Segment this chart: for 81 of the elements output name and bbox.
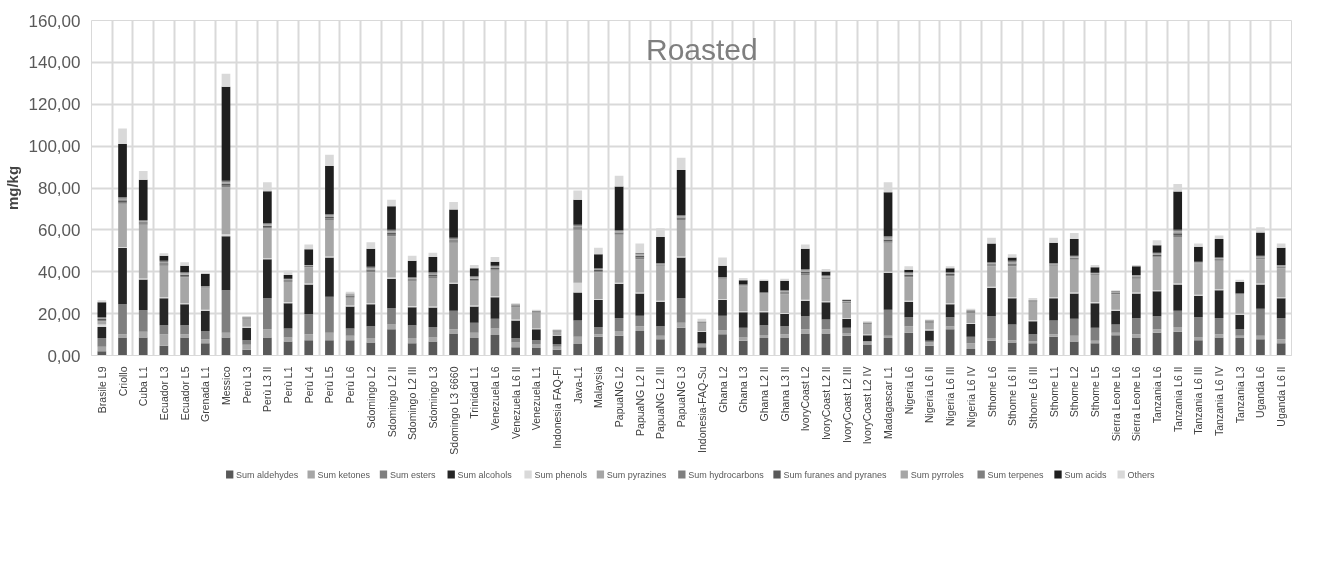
y-tick-label: 80,00 bbox=[37, 179, 81, 198]
x-tick-label: Sthome L1 bbox=[1047, 366, 1060, 418]
x-tick-label: PapuaNG L2 bbox=[613, 366, 626, 428]
legend-label: Sum terpenes bbox=[987, 469, 1045, 480]
x-tick-label: Venezuela L1 bbox=[530, 366, 543, 431]
x-tick-label: Brasile L9 bbox=[95, 366, 108, 414]
chart-title: Roasted bbox=[645, 32, 758, 66]
x-tick-label: Nigeria L6 bbox=[902, 366, 915, 415]
x-tick-label: Sthome L6 II bbox=[1006, 366, 1019, 427]
legend-label: Sum pyrroles bbox=[910, 469, 965, 480]
x-tick-label: Venezuela L6 II bbox=[509, 366, 522, 439]
x-tick-label: Tanzania L6 IV bbox=[1213, 366, 1226, 436]
x-tick-label: Nigeria L6 II bbox=[923, 366, 936, 424]
legend-label: Sum aldehydes bbox=[236, 469, 299, 480]
x-tick-label: Sthome L6 III bbox=[1026, 366, 1039, 429]
x-tick-label: PapuaNG L2 III bbox=[654, 366, 667, 439]
x-tick-label: Uganda L6 bbox=[1254, 366, 1267, 418]
x-tick-label: Perù L1 bbox=[282, 366, 295, 404]
x-tick-label: IvoryCoast L2 III bbox=[840, 366, 853, 443]
x-tick-label: Grenada L1 bbox=[199, 366, 212, 422]
x-tick-label: Perù L5 bbox=[323, 366, 336, 404]
x-tick-label: Sthome L2 bbox=[1068, 366, 1081, 418]
x-tick-label: Madagascar L1 bbox=[882, 366, 895, 439]
x-tick-label: Perù L6 bbox=[344, 366, 357, 404]
y-tick-label: 160,00 bbox=[28, 11, 81, 31]
x-tick-label: Criollo bbox=[116, 366, 129, 397]
x-tick-label: IvoryCoast L2 II bbox=[819, 366, 832, 441]
x-tick-label: Tanzania L6 II bbox=[1171, 366, 1184, 432]
x-tick-label: Uganda L6 II bbox=[1275, 366, 1288, 427]
x-tick-label: Sierra Leone L6 bbox=[1130, 366, 1143, 442]
x-tick-label: Ghana L2 II bbox=[757, 366, 770, 422]
x-tick-label: Ghana L2 bbox=[716, 366, 729, 413]
x-tick-label: Sthome L6 bbox=[985, 366, 998, 418]
x-tick-label: Ecuador L5 bbox=[178, 366, 191, 421]
legend-label: Sum pyrazines bbox=[606, 469, 667, 480]
x-tick-label: Ghana L3 bbox=[737, 366, 750, 413]
x-tick-label: Tanzania L3 bbox=[1233, 366, 1246, 424]
x-tick-label: Java-L1 bbox=[571, 366, 584, 404]
x-tick-label: Sdomingo L2 III bbox=[406, 366, 419, 441]
x-tick-label: Perù L3 II bbox=[261, 366, 274, 413]
x-tick-label: IvoryCoast L2 IV bbox=[861, 366, 874, 445]
x-tick-label: Cuba L1 bbox=[137, 366, 150, 407]
x-tick-label: PapuaNG L2 II bbox=[633, 366, 646, 436]
y-tick-label: 20,00 bbox=[37, 304, 81, 324]
x-tick-label: Malaysia bbox=[592, 366, 605, 408]
x-tick-label: Sdomingo L2 bbox=[364, 366, 377, 429]
x-tick-label: Tanzania L6 bbox=[1151, 366, 1164, 424]
x-tick-label: Venezuela L6 bbox=[488, 366, 501, 431]
legend-label: Sum acids bbox=[1064, 469, 1107, 480]
x-tick-label: Indonesia FAQ-FI bbox=[551, 366, 564, 449]
x-tick-label: Perù L3 bbox=[240, 366, 253, 404]
y-tick-label: 100,00 bbox=[28, 137, 81, 157]
x-tick-label: Sierra Leone L6 bbox=[1109, 366, 1122, 442]
x-tick-label: Tanzania L6 III bbox=[1192, 366, 1205, 435]
legend-label: Others bbox=[1127, 469, 1156, 480]
legend-label: Sum ketones bbox=[317, 469, 371, 480]
y-tick-label: 0,00 bbox=[47, 346, 81, 366]
x-tick-label: Nigeria L6 IV bbox=[964, 366, 977, 428]
legend-label: Sum phenols bbox=[534, 469, 588, 480]
x-tick-label: Ghana L3 II bbox=[778, 366, 791, 422]
x-tick-label: PapuaNG L3 bbox=[675, 366, 688, 428]
legend-label: Sum esters bbox=[389, 469, 436, 480]
x-tick-label: Indonesia-FAQ-Su bbox=[695, 366, 708, 453]
legend-label: Sum hydrocarbons bbox=[688, 469, 765, 480]
x-tick-label: Sthome L5 bbox=[1088, 366, 1101, 418]
x-tick-label: IvoryCoast L2 bbox=[799, 366, 812, 432]
x-tick-label: Sdomingo L3 bbox=[426, 366, 439, 429]
x-tick-label: Sdomingo L3 6660 bbox=[447, 366, 460, 455]
y-tick-label: 60,00 bbox=[37, 220, 81, 240]
legend-label: Sum furanes and pyranes bbox=[783, 469, 887, 480]
x-tick-label: Perù L4 bbox=[302, 366, 315, 404]
x-tick-label: Messico bbox=[219, 366, 232, 406]
x-tick-label: Trinidad L1 bbox=[468, 366, 481, 419]
y-axis-title: mg/kg bbox=[3, 165, 21, 211]
legend-label: Sum alcohols bbox=[457, 469, 513, 480]
y-tick-label: 140,00 bbox=[28, 53, 81, 73]
x-tick-label: Sdomingo L2 II bbox=[385, 366, 398, 438]
x-tick-label: Ecuador L3 bbox=[157, 366, 170, 421]
y-tick-label: 40,00 bbox=[37, 262, 81, 282]
y-tick-label: 120,00 bbox=[28, 95, 81, 115]
x-tick-label: Nigeria L6 III bbox=[944, 366, 957, 427]
